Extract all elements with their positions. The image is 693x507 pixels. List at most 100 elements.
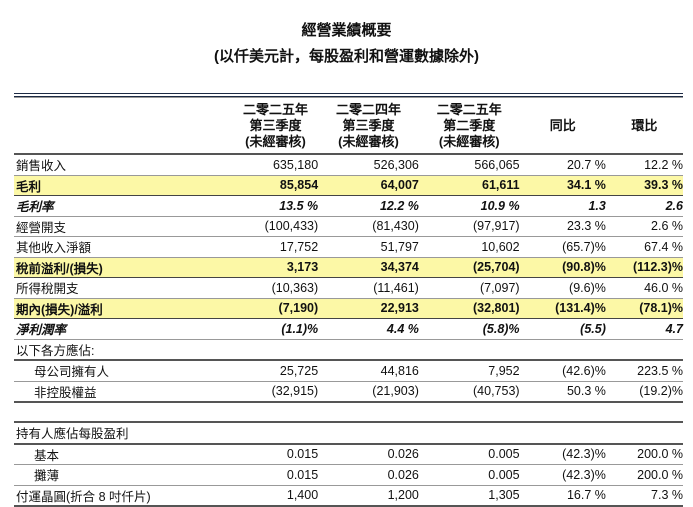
cell-value: 25,725 xyxy=(232,360,319,382)
cell-value: (32,801) xyxy=(418,297,520,319)
cell-value: 0.005 xyxy=(418,443,520,465)
cell-value: 50.3 % xyxy=(519,381,606,403)
row-label: 毛利 xyxy=(14,174,233,196)
cell-value xyxy=(605,339,683,361)
row-label: 其他收入淨額 xyxy=(14,236,233,258)
cell-value: (21,903) xyxy=(318,381,419,403)
cell-value: (7,097) xyxy=(418,277,520,299)
cell-value: (78.1)% xyxy=(605,297,683,319)
cell-value xyxy=(318,339,419,361)
cell-value: (112.3)% xyxy=(605,256,683,278)
row-label: 毛利率 xyxy=(14,195,233,217)
cell-value: 1,400 xyxy=(232,485,319,507)
cell-value: (10,363) xyxy=(232,277,319,299)
col-header-q2-2025: 二零二五年 第二季度 (未經審核) xyxy=(418,97,520,155)
cell-value: 526,306 xyxy=(318,154,419,176)
table-row: 持有人應佔每股盈利 xyxy=(14,422,683,445)
row-label: 付運晶圓(折合 8 吋仟片) xyxy=(14,485,233,507)
table-row: 淨利潤率 (1.1)% 4.4 % (5.8)% (5.5) 4.7 xyxy=(14,318,683,340)
cell-value: 0.026 xyxy=(318,443,419,465)
cell-value: (19.2)% xyxy=(605,381,683,403)
cell-value: (5.5) xyxy=(519,318,606,340)
cell-value: 46.0 % xyxy=(605,277,683,299)
cell-value: (7,190) xyxy=(232,297,319,319)
row-label: 母公司擁有人 xyxy=(14,360,233,382)
row-label: 經營開支 xyxy=(14,216,233,237)
cell-value: (1.1)% xyxy=(232,318,319,340)
row-label: 持有人應佔每股盈利 xyxy=(14,422,233,445)
col-header-yoy: 同比 xyxy=(519,97,606,155)
table-row: 毛利 85,854 64,007 61,611 34.1 % 39.3 % xyxy=(14,174,683,196)
cell-value: (32,915) xyxy=(232,381,319,403)
cell-value xyxy=(232,339,319,361)
cell-value: (97,917) xyxy=(418,216,520,237)
row-label: 基本 xyxy=(14,443,233,465)
report-title: 經營業績概要 xyxy=(301,22,392,39)
cell-value: 566,065 xyxy=(418,154,520,176)
cell-value xyxy=(318,422,419,445)
table-row: 其他收入淨額 17,752 51,797 10,602 (65.7)% 67.4 % xyxy=(14,236,683,258)
cell-value: 1.3 xyxy=(519,195,606,217)
col-header-q3-2025: 二零二五年 第三季度 (未經審核) xyxy=(232,97,319,155)
cell-value: 12.2 % xyxy=(605,154,683,176)
table-row: 期內(損失)/溢利 (7,190) 22,913 (32,801) (131.4)% (7… xyxy=(14,297,683,319)
row-label: 攤薄 xyxy=(14,464,233,486)
cell-value: 7.3 % xyxy=(605,485,683,507)
results-table: 二零二五年 第三季度 (未經審核) 二零二四年 第三季度 (未經審核) 二零二五年 第二季… xyxy=(14,93,683,507)
cell-value: (25,704) xyxy=(418,256,520,278)
cell-value: (42.3)% xyxy=(519,464,606,486)
cell-value: (131.4)% xyxy=(519,297,606,319)
cell-value: 1,200 xyxy=(318,485,419,507)
cell-value: 1,305 xyxy=(418,485,520,507)
cell-value: (5.8)% xyxy=(418,318,520,340)
cell-value: 10,602 xyxy=(418,236,520,258)
cell-value xyxy=(418,422,520,445)
cell-value: (9.6)% xyxy=(519,277,606,299)
table-row: 毛利率 13.5 % 12.2 % 10.9 % 1.3 2.6 xyxy=(14,195,683,217)
header-blank xyxy=(14,97,233,155)
cell-value: 23.3 % xyxy=(519,216,606,237)
cell-value: 85,854 xyxy=(232,174,319,196)
header-row: 二零二五年 第三季度 (未經審核) 二零二四年 第三季度 (未經審核) 二零二五年 第二季… xyxy=(14,97,683,155)
cell-value: 4.4 % xyxy=(318,318,419,340)
table-row: 稅前溢利/(損失) 3,173 34,374 (25,704) (90.8)% (112.… xyxy=(14,256,683,278)
cell-value: 4.7 xyxy=(605,318,683,340)
cell-value: 51,797 xyxy=(318,236,419,258)
table-row: 母公司擁有人 25,725 44,816 7,952 (42.6)% 223.5 % xyxy=(14,360,683,382)
cell-value: (100,433) xyxy=(232,216,319,237)
col-header-q3-2024: 二零二四年 第三季度 (未經審核) xyxy=(318,97,419,155)
cell-value xyxy=(519,422,606,445)
table-row: 經營開支 (100,433) (81,430) (97,917) 23.3 % 2.6 % xyxy=(14,216,683,237)
row-label: 銷售收入 xyxy=(14,154,233,176)
report-subtitle: (以仟美元計，每股盈利和營運數據除外) xyxy=(214,48,479,65)
cell-value: (90.8)% xyxy=(519,256,606,278)
cell-value: (65.7)% xyxy=(519,236,606,258)
row-label: 稅前溢利/(損失) xyxy=(14,256,233,278)
cell-value: 223.5 % xyxy=(605,360,683,382)
cell-value: 7,952 xyxy=(418,360,520,382)
cell-value: 67.4 % xyxy=(605,236,683,258)
cell-value: (42.3)% xyxy=(519,443,606,465)
cell-value: (11,461) xyxy=(318,277,419,299)
cell-value: 16.7 % xyxy=(519,485,606,507)
cell-value: 635,180 xyxy=(232,154,319,176)
table-row: 付運晶圓(折合 8 吋仟片) 1,400 1,200 1,305 16.7 % 7.3 % xyxy=(14,485,683,507)
cell-value: 0.015 xyxy=(232,443,319,465)
table-row: 以下各方應佔: xyxy=(14,339,683,361)
cell-value xyxy=(605,422,683,445)
table-row: 攤薄 0.015 0.026 0.005 (42.3)% 200.0 % xyxy=(14,464,683,486)
cell-value: 34,374 xyxy=(318,256,419,278)
cell-value xyxy=(232,422,319,445)
row-label: 期內(損失)/溢利 xyxy=(14,297,233,319)
cell-value: 20.7 % xyxy=(519,154,606,176)
cell-value: 2.6 xyxy=(605,195,683,217)
table-row: 所得稅開支 (10,363) (11,461) (7,097) (9.6)% 46.0 % xyxy=(14,277,683,299)
cell-value: 61,611 xyxy=(418,174,520,196)
spacer-row xyxy=(14,402,683,423)
cell-value: 17,752 xyxy=(232,236,319,258)
cell-value: 0.015 xyxy=(232,464,319,486)
cell-value: 22,913 xyxy=(318,297,419,319)
cell-value: (42.6)% xyxy=(519,360,606,382)
row-label: 以下各方應佔: xyxy=(14,339,233,361)
cell-value: 200.0 % xyxy=(605,443,683,465)
